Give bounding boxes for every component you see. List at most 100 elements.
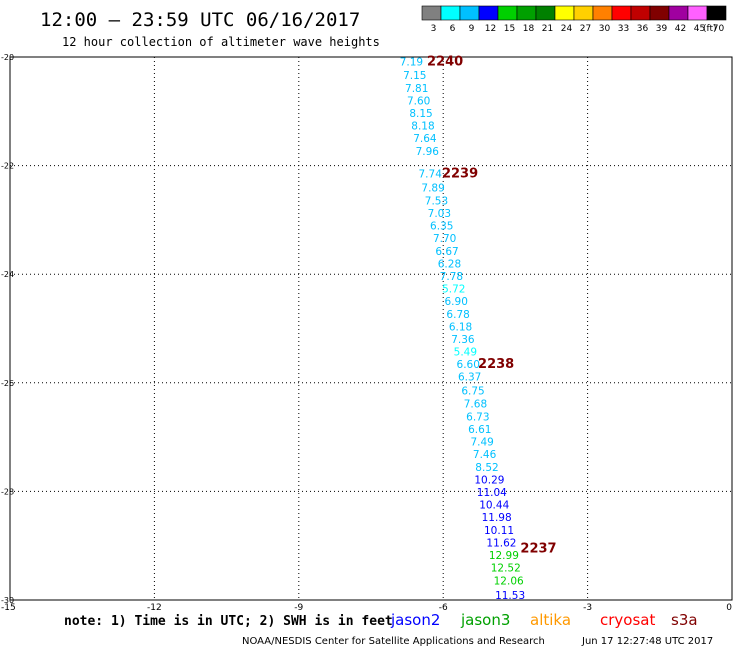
y-tick-label: -26	[1, 379, 14, 388]
wave-height-point: 7.49	[470, 436, 493, 448]
wave-height-point: 8.18	[411, 120, 434, 132]
footer-note: note: 1) Time is in UTC; 2) SWH is in fe…	[64, 614, 393, 629]
wave-height-point: 12.99	[489, 550, 519, 562]
color-bin-label: 36	[637, 24, 649, 34]
wave-height-point: 7.53	[425, 195, 448, 207]
pass-number-label: 2239	[442, 167, 478, 182]
wave-height-point: 7.78	[440, 271, 463, 283]
wave-height-point: 7.70	[433, 233, 456, 245]
color-swatch	[440, 5, 461, 21]
wave-height-point: 7.19	[400, 56, 423, 68]
satellite-legend-item: cryosat	[600, 611, 655, 629]
color-bin-label: 33	[618, 24, 629, 34]
color-bin-label: 9	[469, 24, 475, 34]
wave-height-point: 7.96	[416, 146, 440, 158]
color-bin-label: 15	[504, 24, 515, 34]
pass-number-label: 2238	[478, 357, 514, 372]
wave-height-point: 8.52	[475, 462, 498, 474]
color-bin-label: 30	[599, 24, 611, 34]
satellite-legend-item: s3a	[671, 611, 698, 629]
wave-height-point: 7.03	[428, 208, 451, 220]
wave-height-point: 6.18	[449, 321, 472, 333]
satellite-legend-item: altika	[530, 611, 571, 629]
wave-height-point: 6.75	[461, 385, 484, 397]
color-swatch	[459, 5, 480, 21]
color-swatch	[478, 5, 499, 21]
color-swatch	[668, 5, 689, 21]
color-swatch	[649, 5, 670, 21]
wave-height-point: 10.11	[484, 525, 514, 537]
wave-height-point: 7.89	[421, 182, 444, 194]
wave-height-point: 6.73	[466, 411, 489, 423]
color-bin-label: 45	[694, 24, 705, 34]
color-bin-label: 39	[656, 24, 668, 34]
wave-height-point: 6.78	[446, 309, 469, 321]
y-tick-label: -22	[1, 162, 14, 171]
x-tick-label: -6	[439, 603, 448, 613]
satellite-legend-item: jason3	[460, 611, 510, 629]
color-swatch	[706, 5, 727, 21]
axis-ticks: -15 -12 -9 -6 -3 0-20-22-24-26-28-30	[1, 53, 732, 613]
wave-height-point: 6.28	[438, 258, 461, 270]
y-tick-label: -30	[1, 596, 14, 605]
wave-height-point: 7.64	[413, 133, 437, 145]
color-bin-label: 3	[431, 24, 437, 34]
wave-height-point: 6.60	[457, 359, 480, 371]
wave-height-point: 7.46	[473, 449, 497, 461]
y-tick-label: -20	[1, 53, 14, 62]
color-swatch	[554, 5, 575, 21]
color-bin-label: 42	[675, 24, 686, 34]
color-scale-legend: 3 6 9 12 15 18 21 24 27 30 33 36 39 42 45 70	[421, 5, 727, 34]
wave-height-point: 10.44	[479, 499, 509, 511]
satellite-legend-item: jason2	[390, 611, 440, 629]
wave-height-point: 7.68	[464, 398, 487, 410]
color-swatch	[611, 5, 632, 21]
wave-height-points: 7.19 7.157.817.608.158.187.647.96 7.747.89…	[400, 56, 525, 602]
wave-height-point: 5.49	[454, 346, 477, 358]
plot-frame	[9, 56, 733, 601]
grid-lines	[10, 57, 732, 600]
color-swatch	[687, 5, 708, 21]
color-swatch	[516, 5, 537, 21]
chart-title: 12:00 – 23:59 UTC 06/16/2017	[40, 9, 360, 31]
wave-height-point: 11.98	[482, 512, 512, 524]
pass-labels: 2240 2239 2238 2237	[427, 54, 557, 556]
x-tick-label: -15	[1, 603, 16, 613]
color-bin-label: 70	[713, 24, 725, 34]
wave-height-point: 8.15	[409, 108, 432, 120]
wave-height-point: 7.15	[403, 70, 426, 82]
color-swatch	[630, 5, 651, 21]
color-bin-label: 6	[450, 24, 456, 34]
wave-height-point: 12.06	[494, 575, 524, 587]
color-scale-unit: (ft)	[703, 24, 717, 34]
x-tick-label: -12	[147, 603, 162, 613]
pass-number-label: 2237	[520, 541, 556, 556]
wave-height-point: 12.52	[491, 562, 521, 574]
footer-credit: NOAA/NESDIS Center for Satellite Applica…	[242, 636, 545, 647]
wave-height-point: 7.36	[451, 334, 475, 346]
wave-height-point: 6.37	[458, 371, 481, 383]
color-bin-label: 12	[485, 24, 496, 34]
wave-height-point: 6.61	[468, 424, 491, 436]
footer-timestamp: Jun 17 12:27:48 UTC 2017	[581, 636, 713, 647]
wave-height-point: 7.81	[405, 83, 428, 95]
wave-height-point: 6.67	[435, 246, 458, 258]
wave-height-point: 11.62	[486, 537, 516, 549]
wave-height-point: 10.29	[474, 474, 504, 486]
wave-height-point: 5.72	[442, 283, 465, 295]
wave-height-point: 6.90	[445, 296, 468, 308]
wave-height-point: 11.04	[477, 487, 507, 499]
color-swatch	[535, 5, 556, 21]
y-tick-label: -24	[1, 270, 14, 279]
x-tick-label: 0	[726, 603, 732, 613]
color-swatch	[592, 5, 613, 21]
wave-height-point: 11.53	[495, 590, 525, 602]
color-swatch	[497, 5, 518, 21]
x-tick-label: -9	[294, 603, 303, 613]
color-swatch	[421, 5, 442, 21]
color-swatch	[573, 5, 594, 21]
color-bin-label: 18	[523, 24, 535, 34]
color-bin-label: 27	[580, 24, 591, 34]
x-tick-label: -3	[583, 603, 592, 613]
